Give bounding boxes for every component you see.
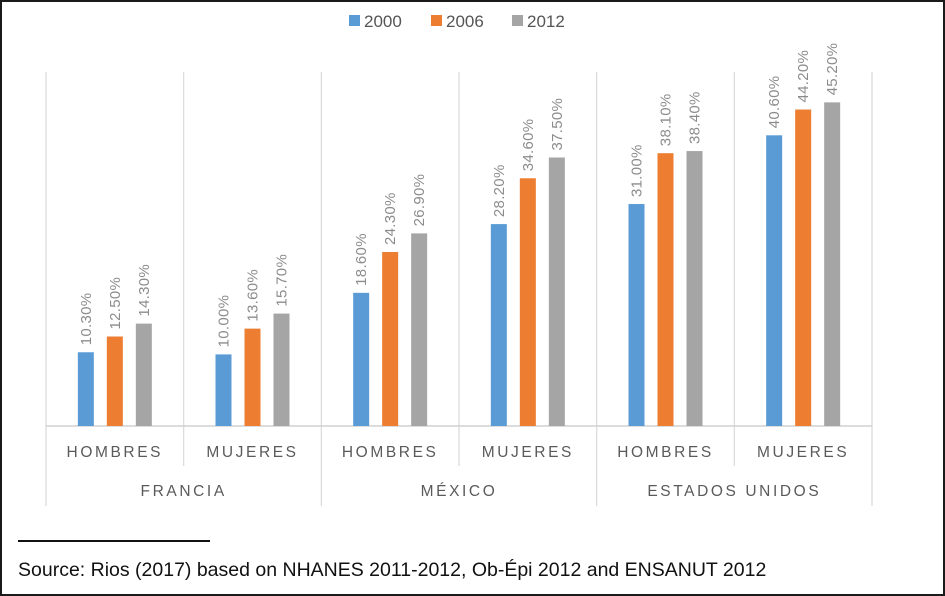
- category-label: MUJERES: [757, 444, 849, 461]
- data-label: 44.20%: [795, 50, 812, 103]
- data-label: 34.60%: [520, 119, 537, 172]
- legend-swatch-2006: [431, 15, 442, 26]
- data-label: 31.00%: [629, 144, 646, 197]
- source-note: Source: Rios (2017) based on NHANES 2011…: [18, 559, 767, 581]
- data-label: 38.10%: [658, 94, 675, 147]
- bar-2012: [411, 233, 428, 426]
- data-label: 10.30%: [78, 293, 95, 346]
- data-label: 15.70%: [274, 254, 291, 307]
- bar-2000: [215, 354, 232, 426]
- data-label: 40.60%: [766, 76, 783, 129]
- group-label: MÉXICO: [421, 483, 498, 500]
- bar-2000: [490, 224, 507, 426]
- bar-2006: [519, 178, 536, 426]
- legend-swatch-2012: [512, 15, 523, 26]
- data-label: 24.30%: [382, 192, 399, 245]
- bar-2006: [795, 109, 812, 426]
- bar-2006: [106, 336, 123, 426]
- category-label: HOMBRES: [342, 444, 439, 461]
- data-label: 26.90%: [411, 174, 428, 227]
- bar-2012: [135, 323, 152, 426]
- data-label: 45.20%: [824, 43, 841, 96]
- data-label: 13.60%: [245, 269, 262, 322]
- bar-2000: [628, 204, 645, 426]
- data-label: 10.00%: [216, 295, 233, 348]
- bar-2006: [657, 153, 674, 427]
- bar-2006: [382, 252, 399, 426]
- bar-2000: [766, 135, 783, 426]
- data-label: 37.50%: [549, 98, 566, 151]
- group-label: ESTADOS UNIDOS: [647, 483, 821, 500]
- category-label: MUJERES: [206, 444, 298, 461]
- bar-2012: [548, 157, 565, 426]
- bar-2006: [244, 328, 261, 426]
- data-label: 12.50%: [107, 277, 124, 330]
- bar-chart: 10.30% 10.00% 18.60% 28.20% 31.00% 40.60% 12.5…: [45, 12, 873, 506]
- category-label: HOMBRES: [617, 444, 714, 461]
- bar-2012: [273, 313, 290, 426]
- data-label: 38.40%: [687, 91, 704, 144]
- bar-2000: [353, 292, 370, 426]
- group-label: FRANCIA: [141, 483, 227, 500]
- legend-label: 2006: [446, 12, 484, 31]
- legend-label: 2012: [527, 12, 565, 31]
- data-label: 28.20%: [491, 164, 508, 217]
- bar-2000: [77, 352, 94, 426]
- category-label: HOMBRES: [67, 444, 164, 461]
- data-label: 14.30%: [136, 264, 153, 317]
- bar-2012: [686, 151, 703, 426]
- legend-swatch-2000: [349, 15, 360, 26]
- bar-2012: [824, 102, 841, 427]
- footnote-rule: [18, 540, 210, 542]
- legend-label: 2000: [364, 12, 402, 31]
- data-label: 18.60%: [353, 233, 370, 286]
- category-label: MUJERES: [482, 444, 574, 461]
